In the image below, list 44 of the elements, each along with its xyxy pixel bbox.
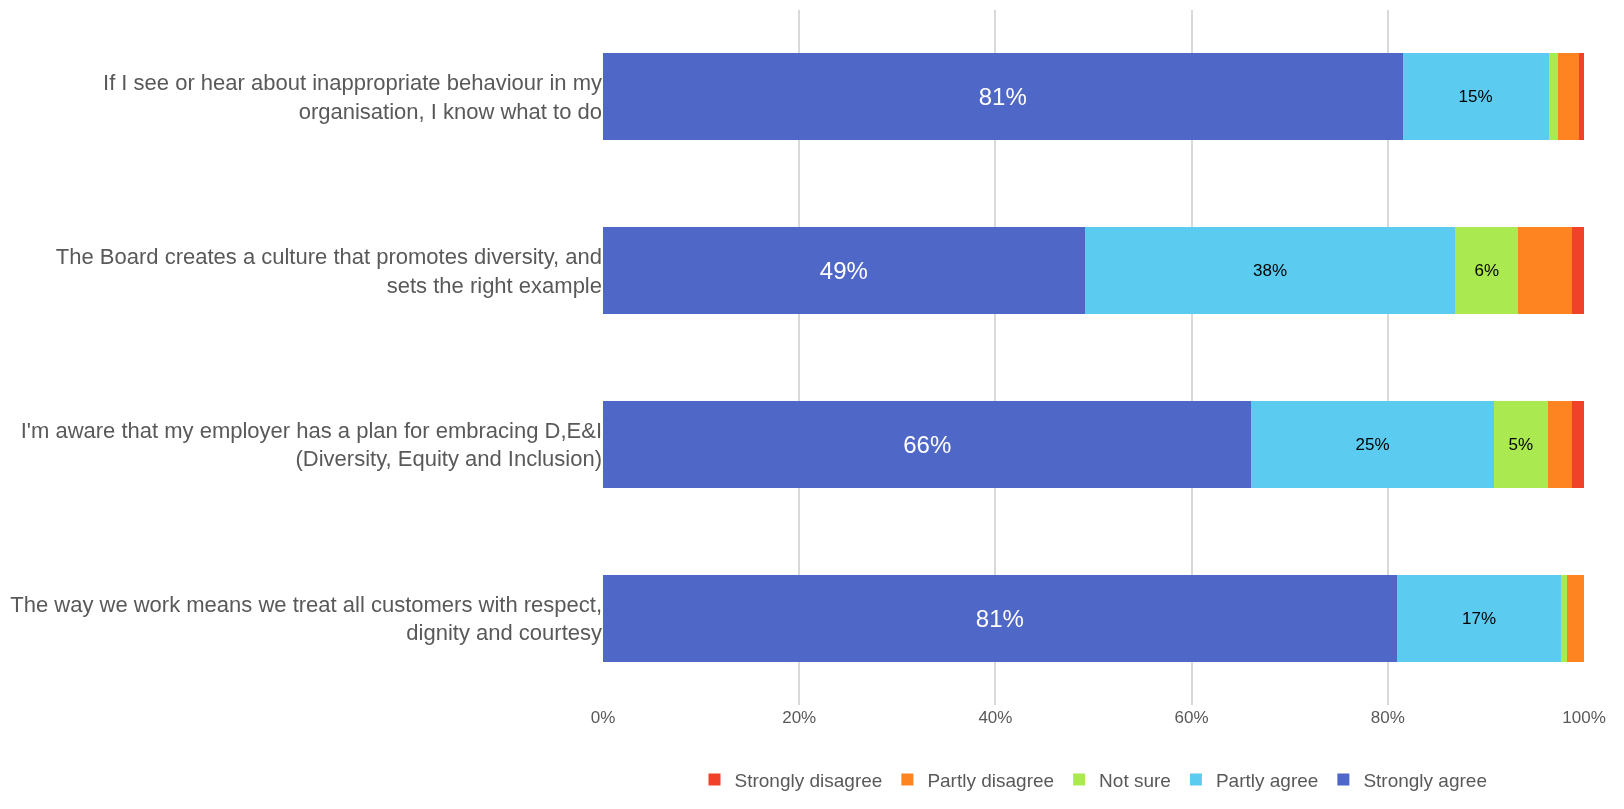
bar <box>1567 574 1584 662</box>
y-tick-label: The way we work means we treat all customers with respect, dignity and courtesy <box>10 591 602 646</box>
legend-label: Strongly disagree <box>734 769 883 791</box>
bar <box>1579 53 1584 141</box>
y-tick-label: I'm aware that my employer has a plan for embracing D,E&I (Diversity, Equity and Inclusion) <box>20 417 602 472</box>
bar <box>1084 227 1456 315</box>
legend-label: Partly disagree <box>927 769 1055 791</box>
bar <box>1561 574 1568 662</box>
x-tick-label: 100% <box>1562 708 1606 727</box>
data-label: 25% <box>1355 434 1390 454</box>
bar <box>1557 53 1580 141</box>
data-label: 6% <box>1474 261 1500 281</box>
legend-label: Partly agree <box>1215 769 1319 791</box>
x-tick-label: 80% <box>1370 708 1405 727</box>
y-tick-label: If I see or hear about inappropriate behaviour in my organisation, I know what to do <box>103 70 602 124</box>
data-label: 81% <box>978 83 1027 111</box>
data-label: 38% <box>1253 261 1288 281</box>
bar <box>603 227 1085 315</box>
bar <box>1518 227 1573 315</box>
data-label: 66% <box>903 430 952 458</box>
bar <box>603 53 1403 141</box>
y-tick-label: The Board creates a culture that promotes diversity, and sets the right example <box>55 244 602 298</box>
x-tick-label: 60% <box>1174 708 1209 727</box>
data-label: 81% <box>975 604 1024 632</box>
bar <box>1402 53 1549 141</box>
data-label: 15% <box>1458 87 1493 107</box>
x-tick-label: 0% <box>590 708 616 727</box>
data-label: 17% <box>1462 608 1497 628</box>
x-tick-label: 20% <box>782 708 817 727</box>
legend-label: Strongly agree <box>1363 769 1487 791</box>
bar <box>603 400 1252 488</box>
x-tick-label: 40% <box>978 708 1013 727</box>
bar <box>1396 574 1562 662</box>
bar <box>1493 400 1548 488</box>
bar <box>1251 400 1494 488</box>
bar <box>1455 227 1519 315</box>
data-label: 49% <box>819 257 868 285</box>
data-label: 5% <box>1508 434 1534 454</box>
bar <box>1572 227 1584 315</box>
legend-label: Not sure <box>1099 769 1171 791</box>
bar <box>603 574 1397 662</box>
bar <box>1572 400 1584 488</box>
bar <box>1548 53 1558 141</box>
bar <box>1547 400 1573 488</box>
